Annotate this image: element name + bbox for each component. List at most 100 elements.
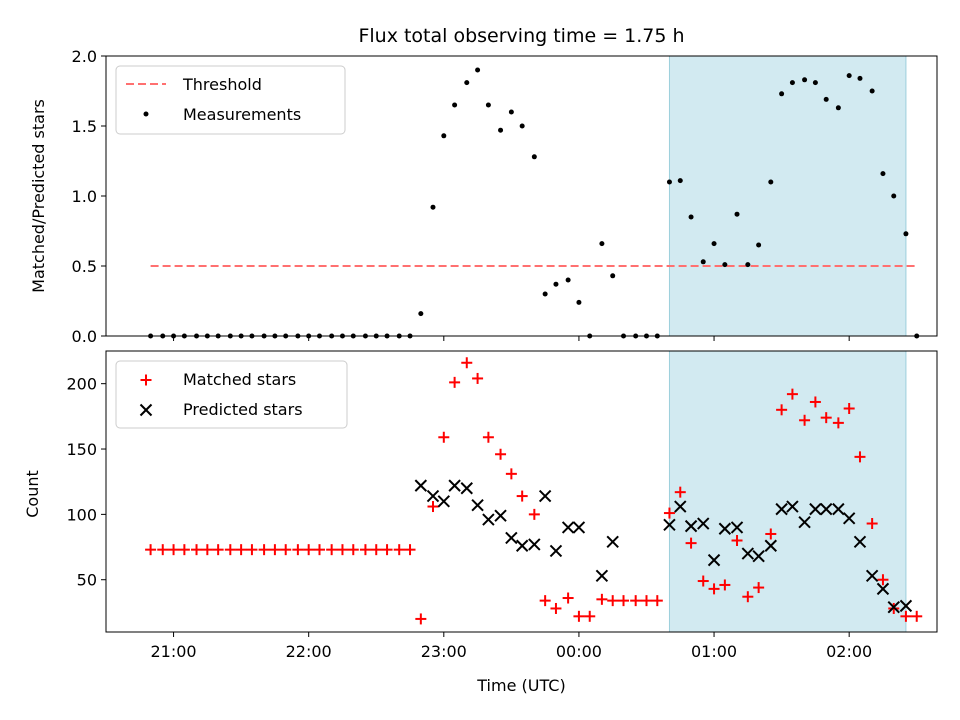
matched-star-point [438,431,450,443]
matched-star-point [832,417,844,429]
predicted-star-point [606,535,619,549]
measurement-point [531,154,537,160]
matched-star-point [550,602,562,614]
count-legend: Matched stars Predicted stars [115,360,348,429]
matched-star-point [258,544,270,556]
matched-star-point [516,490,528,502]
threshold-legend-label: Threshold [182,75,262,94]
predicted-star-point [684,519,698,533]
matched-star-point [427,501,439,513]
predicted-star-point [832,502,845,516]
count-marks [145,357,923,625]
matched-star-point [765,528,777,540]
measurement-point [677,178,683,184]
x-tick-label: 02:00 [826,642,872,661]
predicted-star-point [426,489,440,503]
matched-star-point [742,591,754,603]
matched-star-point [145,544,157,556]
measurement-point [553,281,559,287]
measurement-point [756,242,762,248]
count-plot-frame [105,350,938,633]
predicted-star-point [899,599,913,613]
matched-star-point [269,544,281,556]
matched-star-point [326,544,338,556]
measurement-point [418,311,424,317]
measurement-point [768,179,774,185]
matched-star-point [495,448,507,460]
matched-star-point [866,518,878,530]
measurement-point [846,73,852,79]
predicted-star-point [842,512,856,525]
matched-star-point [482,431,494,443]
predicted-star-point [549,544,563,558]
matched-star-point [820,412,832,424]
measurement-point [789,80,795,86]
predicted-legend-marker [139,403,153,417]
matched-star-point [708,583,720,595]
measurement-point [610,273,616,279]
x-tick-label: 23:00 [421,642,467,661]
predicted-star-point [515,539,529,552]
predicted-star-point [663,518,676,532]
matched-star-point [809,396,821,408]
measurement-point [779,91,785,97]
matched-star-point [313,544,325,556]
measurement-point [745,262,751,268]
predicted-star-point [561,521,575,534]
predicted-star-point [752,549,765,563]
matched-star-point [191,544,203,556]
predicted-star-point [730,521,744,534]
matched-star-point [607,595,619,607]
x-tick-label: 22:00 [286,642,332,661]
measurement-point [475,67,481,73]
predicted-star-point [809,502,822,516]
predicted-star-point [572,521,586,534]
predicted-star-point [764,539,778,552]
matched-star-point [911,610,923,622]
matched-star-point [178,544,190,556]
predicted-star-point [505,531,518,545]
matched-star-point [168,544,180,556]
predicted-star-point [494,509,507,522]
predicted-star-point [853,535,867,549]
matched-legend-swatch [140,374,152,386]
ratio-y-tick-label: 2.0 [72,47,97,66]
measurement-point [734,211,740,217]
x-tick-label: 01:00 [691,642,737,661]
matched-star-point [235,544,247,556]
chart-title: Flux total observing time = 1.75 h [358,25,684,47]
predicted-star-point [448,479,461,492]
matched-star-point [651,595,663,607]
ratio-y-axis-label: Matched/Predicted stars [29,99,48,293]
matched-star-point [461,357,473,369]
matched-star-point [201,544,213,556]
x-tick-label: 21:00 [151,642,197,661]
measurement-point [599,241,605,247]
predicted-star-point [414,479,428,492]
measurements-legend-label: Measurements [183,105,301,124]
measurement-point [576,299,582,305]
matched-star-point [246,544,258,556]
matched-star-point [280,544,292,556]
matched-star-point [415,613,427,625]
matched-star-point [731,535,743,547]
matched-star-point [393,544,405,556]
matched-star-point [404,544,416,556]
measurement-point [903,231,909,237]
predicted-star-point [595,569,609,583]
matched-star-point [685,537,697,549]
matched-star-point [224,544,236,556]
predicted-star-point [786,500,799,513]
ratio-y-tick-label: 1.5 [72,117,97,136]
ratio-x-ticks [173,336,850,341]
measurement-point [519,123,525,129]
measurement-point [565,277,571,283]
matched-star-point [336,544,348,556]
ratio-legend: Threshold Measurements [115,65,346,135]
matched-star-point [539,595,551,607]
measurement-point [464,80,470,86]
matched-star-point [573,610,585,622]
matched-star-point [843,403,855,415]
matched-star-point [663,507,675,519]
